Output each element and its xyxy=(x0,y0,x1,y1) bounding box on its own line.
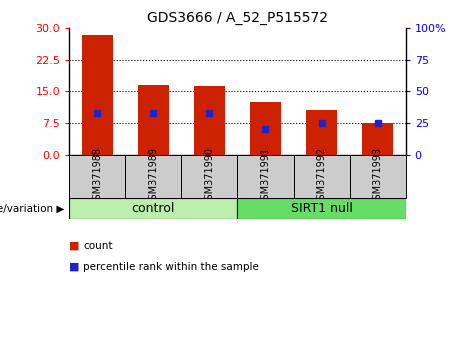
Bar xyxy=(125,155,181,198)
Text: ■: ■ xyxy=(69,241,80,251)
Text: genotype/variation ▶: genotype/variation ▶ xyxy=(0,204,65,214)
Bar xyxy=(82,35,112,155)
Bar xyxy=(181,155,237,198)
Bar xyxy=(250,102,281,155)
Bar xyxy=(362,123,393,155)
Text: GSM371993: GSM371993 xyxy=(372,147,383,206)
Bar xyxy=(306,110,337,155)
Bar xyxy=(294,155,349,198)
Text: GSM371989: GSM371989 xyxy=(148,147,158,206)
Bar xyxy=(194,86,225,155)
Text: GSM371990: GSM371990 xyxy=(204,147,214,206)
Bar xyxy=(237,155,294,198)
Text: ■: ■ xyxy=(69,262,80,272)
Text: count: count xyxy=(83,241,112,251)
Text: GSM371992: GSM371992 xyxy=(317,147,326,206)
Text: percentile rank within the sample: percentile rank within the sample xyxy=(83,262,259,272)
Text: GSM371991: GSM371991 xyxy=(260,147,271,206)
Bar xyxy=(69,155,125,198)
Bar xyxy=(69,198,237,219)
Title: GDS3666 / A_52_P515572: GDS3666 / A_52_P515572 xyxy=(147,11,328,24)
Text: control: control xyxy=(131,202,175,215)
Bar xyxy=(349,155,406,198)
Bar xyxy=(138,85,169,155)
Bar xyxy=(237,198,406,219)
Text: GSM371988: GSM371988 xyxy=(92,147,102,206)
Text: SIRT1 null: SIRT1 null xyxy=(290,202,353,215)
